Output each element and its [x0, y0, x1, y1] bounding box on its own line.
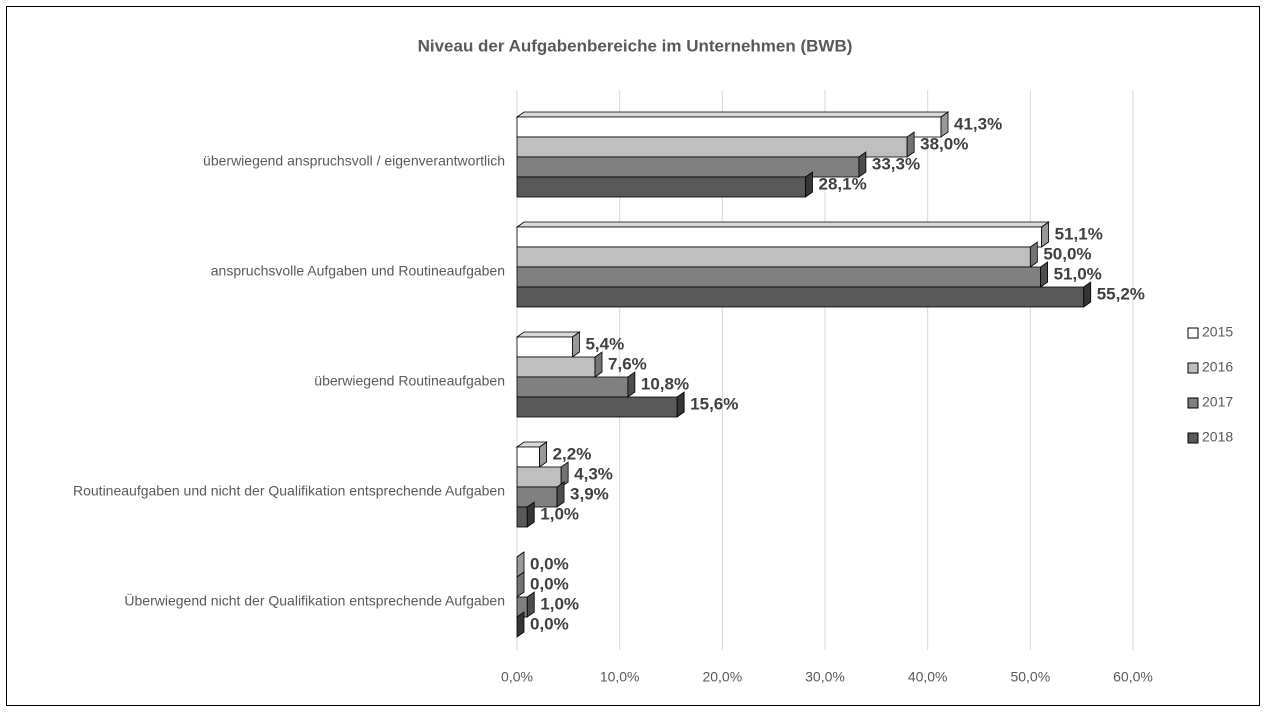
- bar: [516, 156, 860, 178]
- value-label: 2,2%: [553, 444, 592, 463]
- value-label: 4,3%: [574, 464, 613, 483]
- bar-side: [556, 481, 565, 508]
- bar: [516, 246, 1031, 268]
- bar-side: [539, 441, 547, 468]
- bar-side: [940, 111, 949, 138]
- bar-side: [1029, 241, 1038, 268]
- legend-swatch: [1187, 362, 1199, 374]
- value-label: 38,0%: [920, 134, 968, 153]
- chart-title: Niveau der Aufgabenbereiche im Unternehm…: [418, 36, 853, 55]
- bar-side: [1040, 261, 1048, 288]
- legend-label: 2018: [1202, 429, 1233, 445]
- bar-side: [1083, 281, 1092, 308]
- x-tick-label: 60,0%: [1113, 669, 1153, 685]
- bar-side: [805, 171, 813, 198]
- value-label: 10,8%: [641, 374, 689, 393]
- bar: [516, 266, 1041, 288]
- bar-side: [516, 571, 525, 598]
- x-tick-label: 30,0%: [805, 669, 845, 685]
- bar: [516, 376, 629, 398]
- value-label: 0,0%: [530, 574, 569, 593]
- value-label: 1,0%: [540, 504, 579, 523]
- bar-top: [515, 221, 1050, 228]
- bar-side: [572, 331, 580, 358]
- bar-top: [515, 331, 581, 338]
- bar-side: [906, 131, 915, 158]
- value-label: 41,3%: [954, 114, 1002, 133]
- bar: [516, 286, 1085, 308]
- value-label: 15,6%: [690, 394, 738, 413]
- bar: [516, 466, 562, 488]
- x-tick-label: 40,0%: [908, 669, 948, 685]
- category-label: überwiegend Routineaufgaben: [314, 373, 505, 389]
- value-label: 7,6%: [608, 354, 647, 373]
- category-label: Routineaufgaben und nicht der Qualifikat…: [73, 483, 505, 499]
- bar: [516, 336, 573, 358]
- legend-label: 2015: [1202, 324, 1233, 340]
- legend-label: 2016: [1202, 359, 1233, 375]
- value-label: 1,0%: [540, 594, 579, 613]
- value-label: 0,0%: [530, 554, 569, 573]
- category-label: Überwiegend nicht der Qualifikation ents…: [124, 592, 505, 609]
- bar-side: [1041, 221, 1050, 248]
- bar: [516, 356, 596, 378]
- bar-side: [560, 461, 569, 488]
- value-label: 51,0%: [1054, 264, 1102, 283]
- category-label: überwiegend anspruchsvoll / eigenverantw…: [203, 153, 505, 169]
- legend-swatch: [1187, 327, 1199, 339]
- value-label: 55,2%: [1097, 284, 1145, 303]
- category-label: anspruchsvolle Aufgaben und Routineaufga…: [211, 263, 505, 279]
- bar: [516, 136, 908, 158]
- x-tick-label: 50,0%: [1010, 669, 1050, 685]
- bar-side: [627, 371, 636, 398]
- x-tick-label: 0,0%: [501, 669, 533, 685]
- value-label: 33,3%: [872, 154, 920, 173]
- bar: [516, 506, 528, 528]
- bar-top: [515, 111, 950, 118]
- value-label: 28,1%: [818, 174, 866, 193]
- x-tick-label: 10,0%: [600, 669, 640, 685]
- bar-side: [526, 591, 535, 618]
- value-label: 0,0%: [530, 614, 569, 633]
- bar-side: [594, 351, 603, 378]
- legend-swatch: [1187, 432, 1199, 444]
- x-tick-label: 20,0%: [702, 669, 742, 685]
- value-label: 50,0%: [1043, 244, 1091, 263]
- bar: [516, 446, 540, 468]
- value-label: 3,9%: [570, 484, 609, 503]
- bar: [516, 176, 806, 198]
- legend-swatch: [1187, 397, 1199, 409]
- bar: [516, 116, 942, 138]
- value-label: 5,4%: [585, 334, 624, 353]
- bar: [516, 226, 1043, 248]
- value-label: 51,1%: [1055, 224, 1103, 243]
- bar: [516, 396, 678, 418]
- bar-side: [858, 151, 867, 178]
- legend-label: 2017: [1202, 394, 1233, 410]
- bar-side: [526, 501, 535, 528]
- bar-side: [516, 611, 525, 638]
- bar-side: [676, 391, 685, 418]
